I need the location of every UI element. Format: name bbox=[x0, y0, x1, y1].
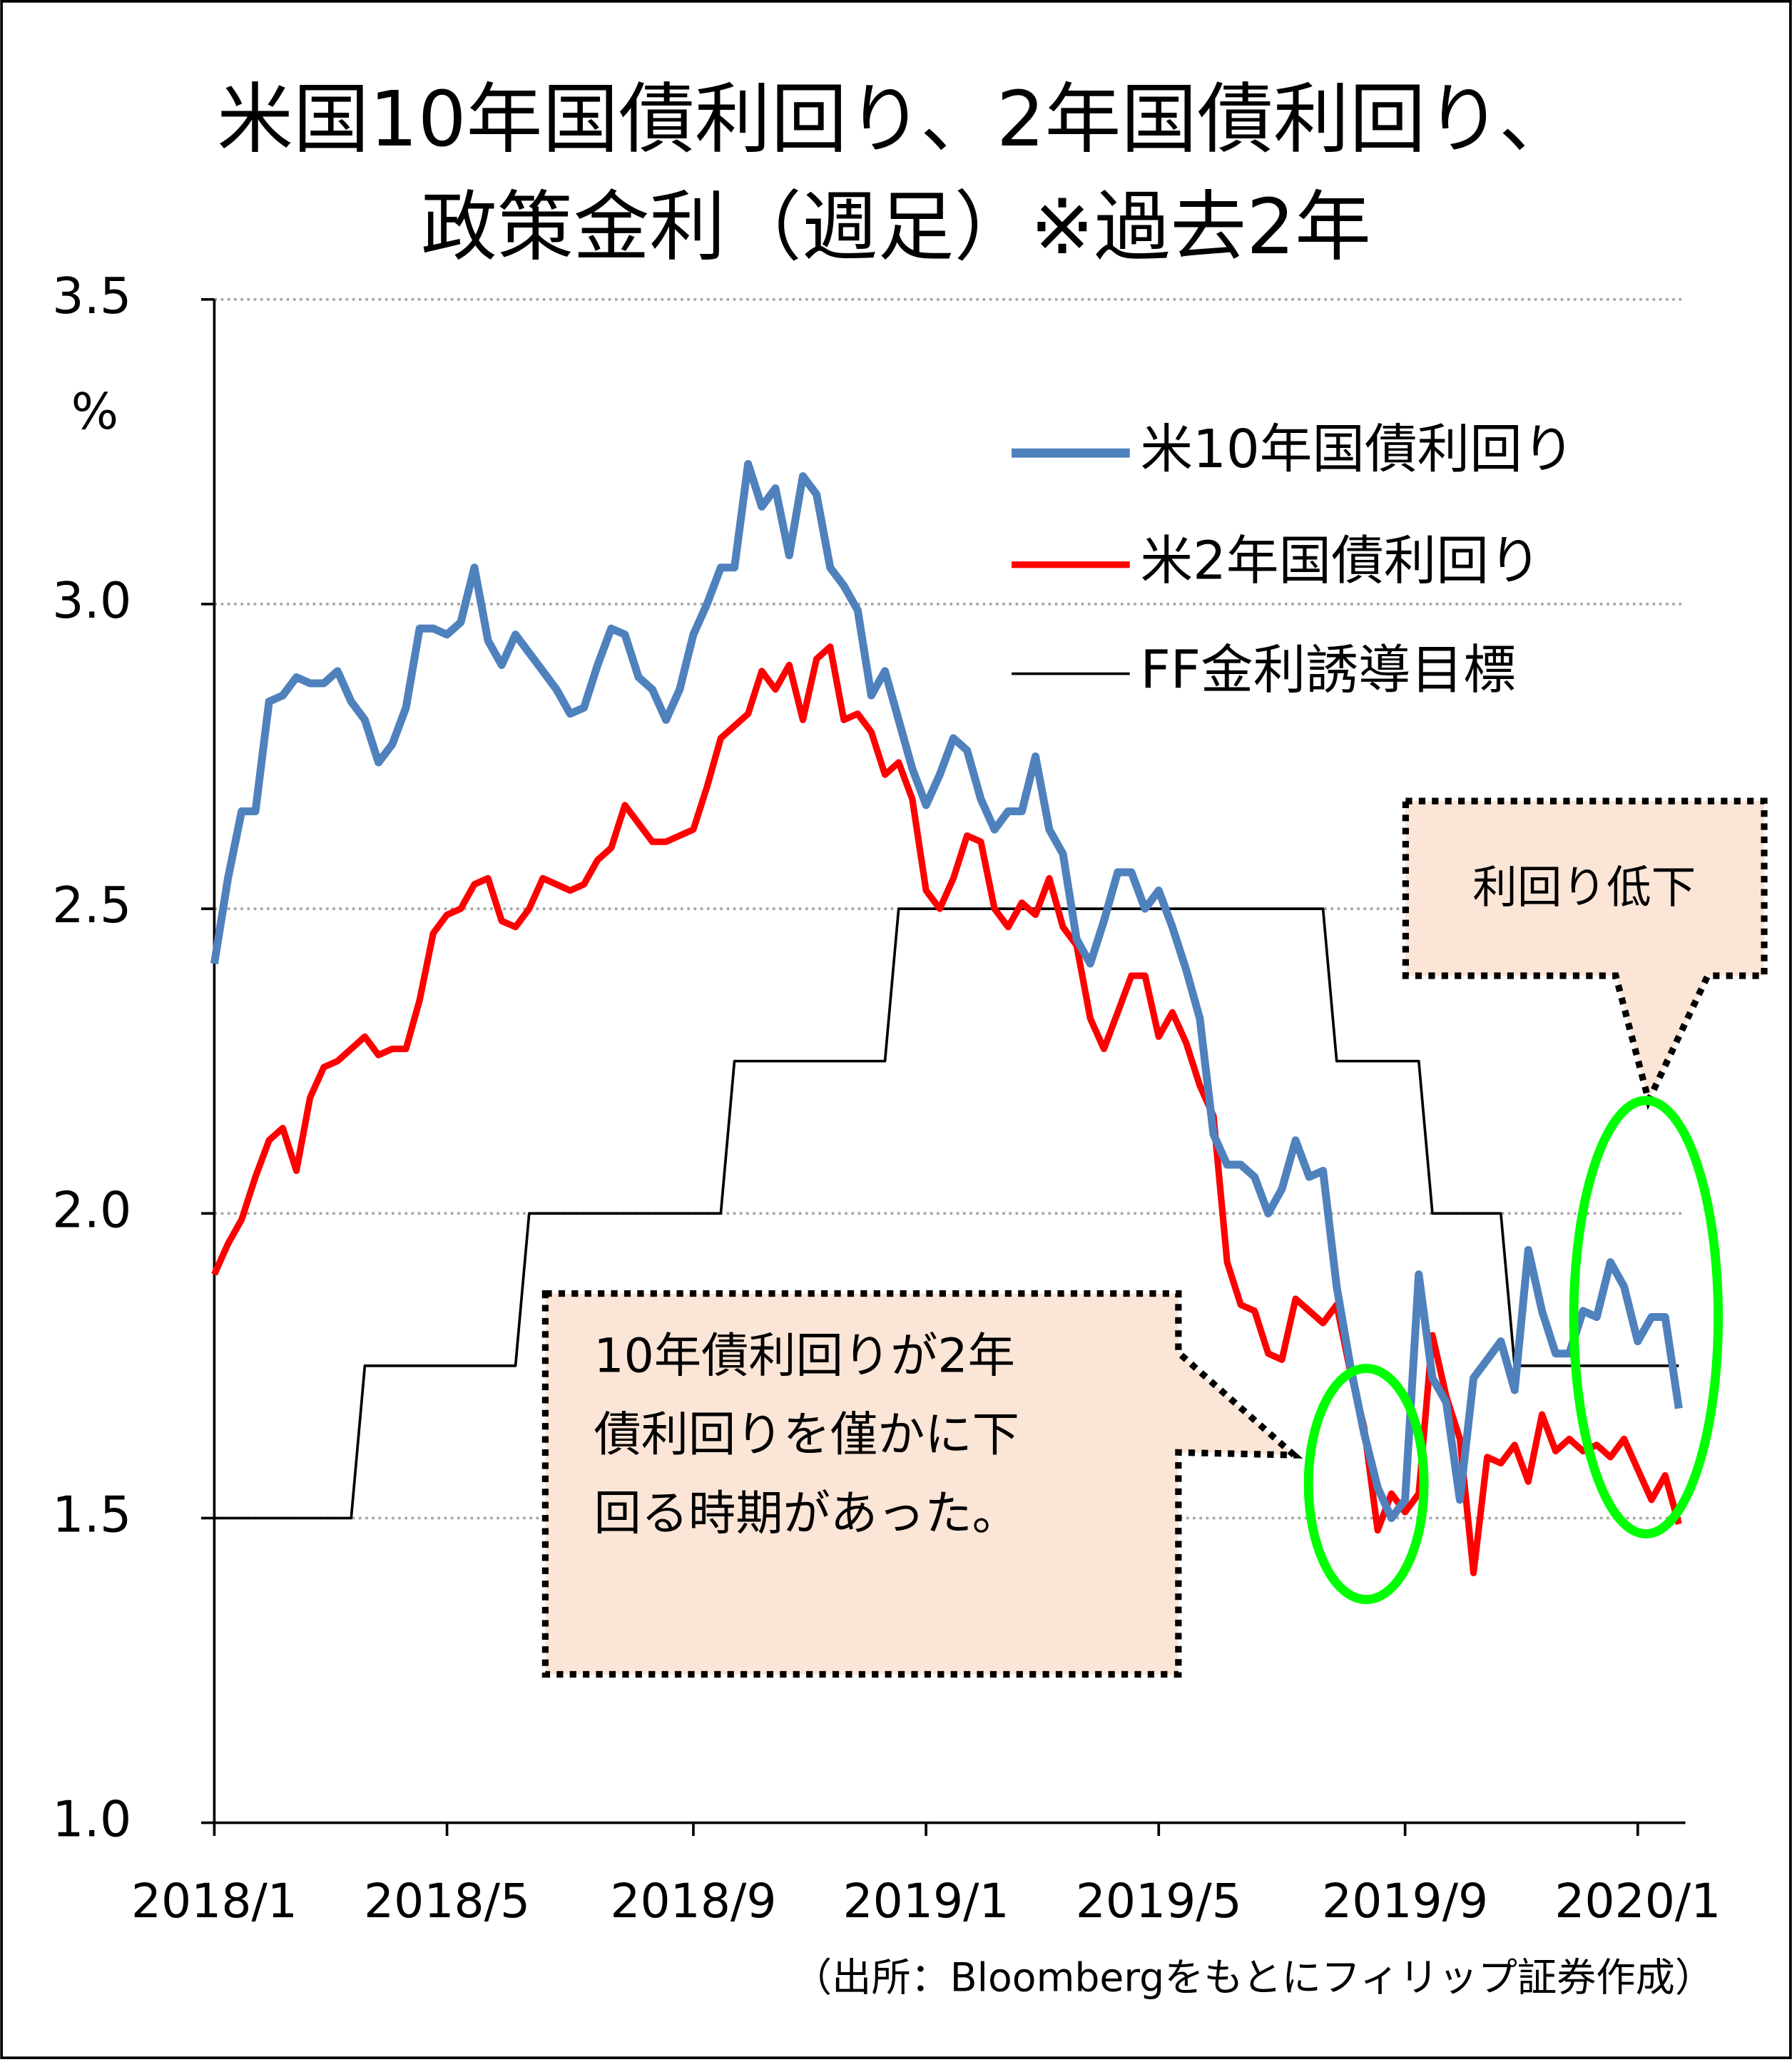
y-tick-label: 3.0 bbox=[52, 572, 131, 630]
chart-title: 米国10年国債利回り、2年国債利回り、 bbox=[217, 76, 1575, 164]
legend-label: 米2年国債利回り bbox=[1140, 531, 1541, 592]
y-tick-label: 2.5 bbox=[52, 877, 131, 934]
y-unit: % bbox=[71, 383, 118, 441]
y-tick-label: 1.0 bbox=[52, 1791, 131, 1849]
callouts: 10年債利回りが2年 債利回りを僅かに下 回る時期があった。 利回り低下 bbox=[541, 797, 1768, 1678]
x-tick-label: 2019/1 bbox=[843, 1873, 1009, 1929]
series-line bbox=[210, 459, 1683, 1522]
series-line bbox=[214, 907, 1679, 1520]
highlight-ellipse bbox=[1569, 1096, 1724, 1538]
y-tick-label: 3.5 bbox=[52, 267, 131, 325]
x-tick-label: 2018/9 bbox=[610, 1873, 776, 1929]
x-tick-label: 2020/1 bbox=[1554, 1873, 1721, 1929]
x-tick-label: 2018/1 bbox=[131, 1873, 297, 1929]
callout-box bbox=[1402, 797, 1768, 1111]
legend-label: 米10年国債利回り bbox=[1140, 419, 1574, 480]
annotation: 10年債利回りが2年 bbox=[594, 1328, 1015, 1384]
highlight-ellipse bbox=[1303, 1364, 1429, 1605]
x-tick-label: 2019/9 bbox=[1322, 1873, 1488, 1929]
callout-box bbox=[541, 1290, 1303, 1678]
annotation: 債利回りを僅かに下 bbox=[594, 1407, 1019, 1462]
x-tick-label: 2018/5 bbox=[364, 1873, 530, 1929]
legend-label: FF金利誘導目標 bbox=[1140, 640, 1515, 701]
series-line bbox=[211, 643, 1682, 1576]
y-tick-label: 1.5 bbox=[52, 1486, 131, 1543]
chart-title: 政策金利（週足）※過去2年 bbox=[421, 183, 1371, 272]
y-tick-label: 2.0 bbox=[52, 1181, 131, 1239]
source: （出所：Bloombergをもとにフィリップ証券作成） bbox=[793, 1956, 1714, 2001]
annotation: 利回り低下 bbox=[1472, 861, 1696, 913]
x-tick-label: 2019/5 bbox=[1076, 1873, 1242, 1929]
annotation: 回る時期があった。 bbox=[594, 1486, 1019, 1541]
